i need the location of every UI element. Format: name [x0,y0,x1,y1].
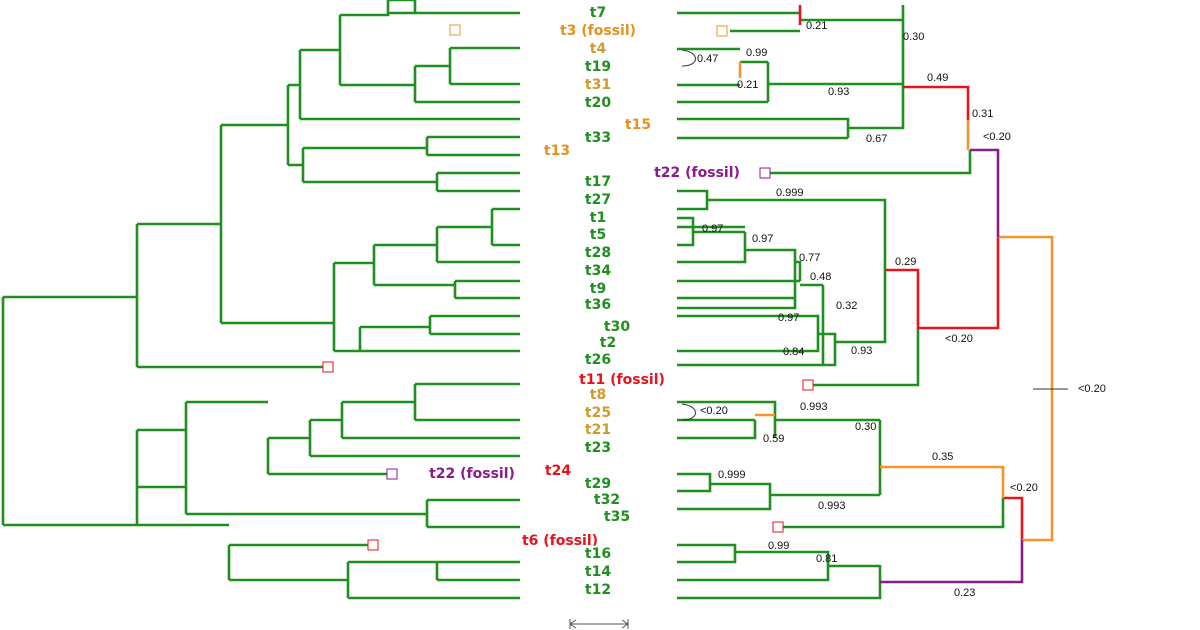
support-value: 0.77 [799,252,820,264]
taxon-label: t13 [544,143,570,159]
taxon-label: t7 [590,5,606,21]
taxon-label: t34 [585,263,611,279]
fossil-marker [716,25,728,37]
support-value: 0.93 [828,86,849,98]
fossil-marker [386,468,398,480]
taxon-label: t29 [585,476,611,492]
support-value: 0.97 [702,223,723,235]
support-value: 0.97 [752,233,773,245]
support-value: 0.97 [778,312,799,324]
taxon-label: t2 [600,335,616,351]
right-tree [677,5,1068,600]
support-value: <0.20 [983,131,1011,143]
taxon-label: t35 [604,509,630,525]
support-value: 0.93 [851,345,872,357]
support-value: <0.20 [1010,482,1038,494]
branches [880,148,1024,584]
taxon-label: t19 [585,59,611,75]
support-value: 0.29 [895,256,916,268]
left-tree [1,0,520,600]
support-value: 0.48 [810,271,831,283]
branches [1,0,520,600]
taxon-label: t23 [585,440,611,456]
support-value: 0.999 [776,187,804,199]
labels: t7 t3 (fossil) t4 t19 t31 t20 t15 t33 t13 t22 (fo… [427,3,1106,600]
support-value: 0.32 [836,300,857,312]
support-value: 0.99 [768,540,789,552]
scale-bar [569,619,629,629]
support-value: 0.21 [737,79,758,91]
taxon-label: t27 [585,192,611,208]
fossil-marker [322,361,334,373]
fossil-marker [449,24,461,36]
support-value: 0.21 [806,20,827,32]
support-value: 0.99 [746,47,767,59]
support-value: <0.20 [945,333,973,345]
taxon-label: t16 [585,546,611,562]
taxon-label: t24 [545,463,571,479]
support-value: 0.49 [927,72,948,84]
taxon-label: t12 [585,582,611,598]
support-value: 0.59 [763,433,784,445]
taxon-label: t17 [585,174,611,190]
taxon-label: t8 [590,387,606,403]
taxon-label: t30 [604,319,630,335]
taxon-label: t33 [585,130,611,146]
support-value: 0.47 [697,53,718,65]
taxon-label: t5 [590,227,606,243]
taxon-label: t31 [585,77,611,93]
support-value: 0.30 [855,421,876,433]
taxon-label: t4 [590,41,607,57]
taxon-label: t36 [585,297,611,313]
taxon-label: t22 (fossil) [429,466,515,482]
support-value: <0.20 [700,405,728,417]
taxon-label: t15 [625,117,651,133]
taxon-label: t25 [585,405,611,421]
fossil-marker [367,539,379,551]
taxon-label: t1 [590,210,606,226]
branches [798,5,1024,540]
support-value: 0.999 [718,469,746,481]
taxon-label: t26 [585,352,611,368]
taxon-label: t3 (fossil) [560,23,636,39]
taxon-label: t9 [590,281,606,297]
support-value: 0.67 [866,133,887,145]
support-value: 0.84 [783,346,804,358]
taxon-label: t14 [585,564,611,580]
support-value: 0.35 [932,451,953,463]
taxon-label: t6 (fossil) [522,533,598,549]
support-value: <0.20 [1078,383,1106,395]
taxon-label: t20 [585,95,611,111]
support-value: 0.993 [800,401,828,413]
taxon-label: t32 [594,492,620,508]
support-value: 0.31 [972,108,993,120]
fossil-marker [802,379,814,391]
fossil-marker [759,167,771,179]
support-value: 0.993 [818,500,846,512]
taxon-label: t11 (fossil) [579,372,665,388]
fossil-marker [772,521,784,533]
taxon-label: t21 [585,422,611,438]
arc [681,49,696,421]
taxon-label: t22 (fossil) [654,165,740,181]
support-value: 0.81 [816,553,837,565]
taxon-label: t28 [585,245,611,261]
support-value: 0.23 [954,587,975,599]
branches [677,5,1005,600]
support-value: 0.30 [903,31,924,43]
